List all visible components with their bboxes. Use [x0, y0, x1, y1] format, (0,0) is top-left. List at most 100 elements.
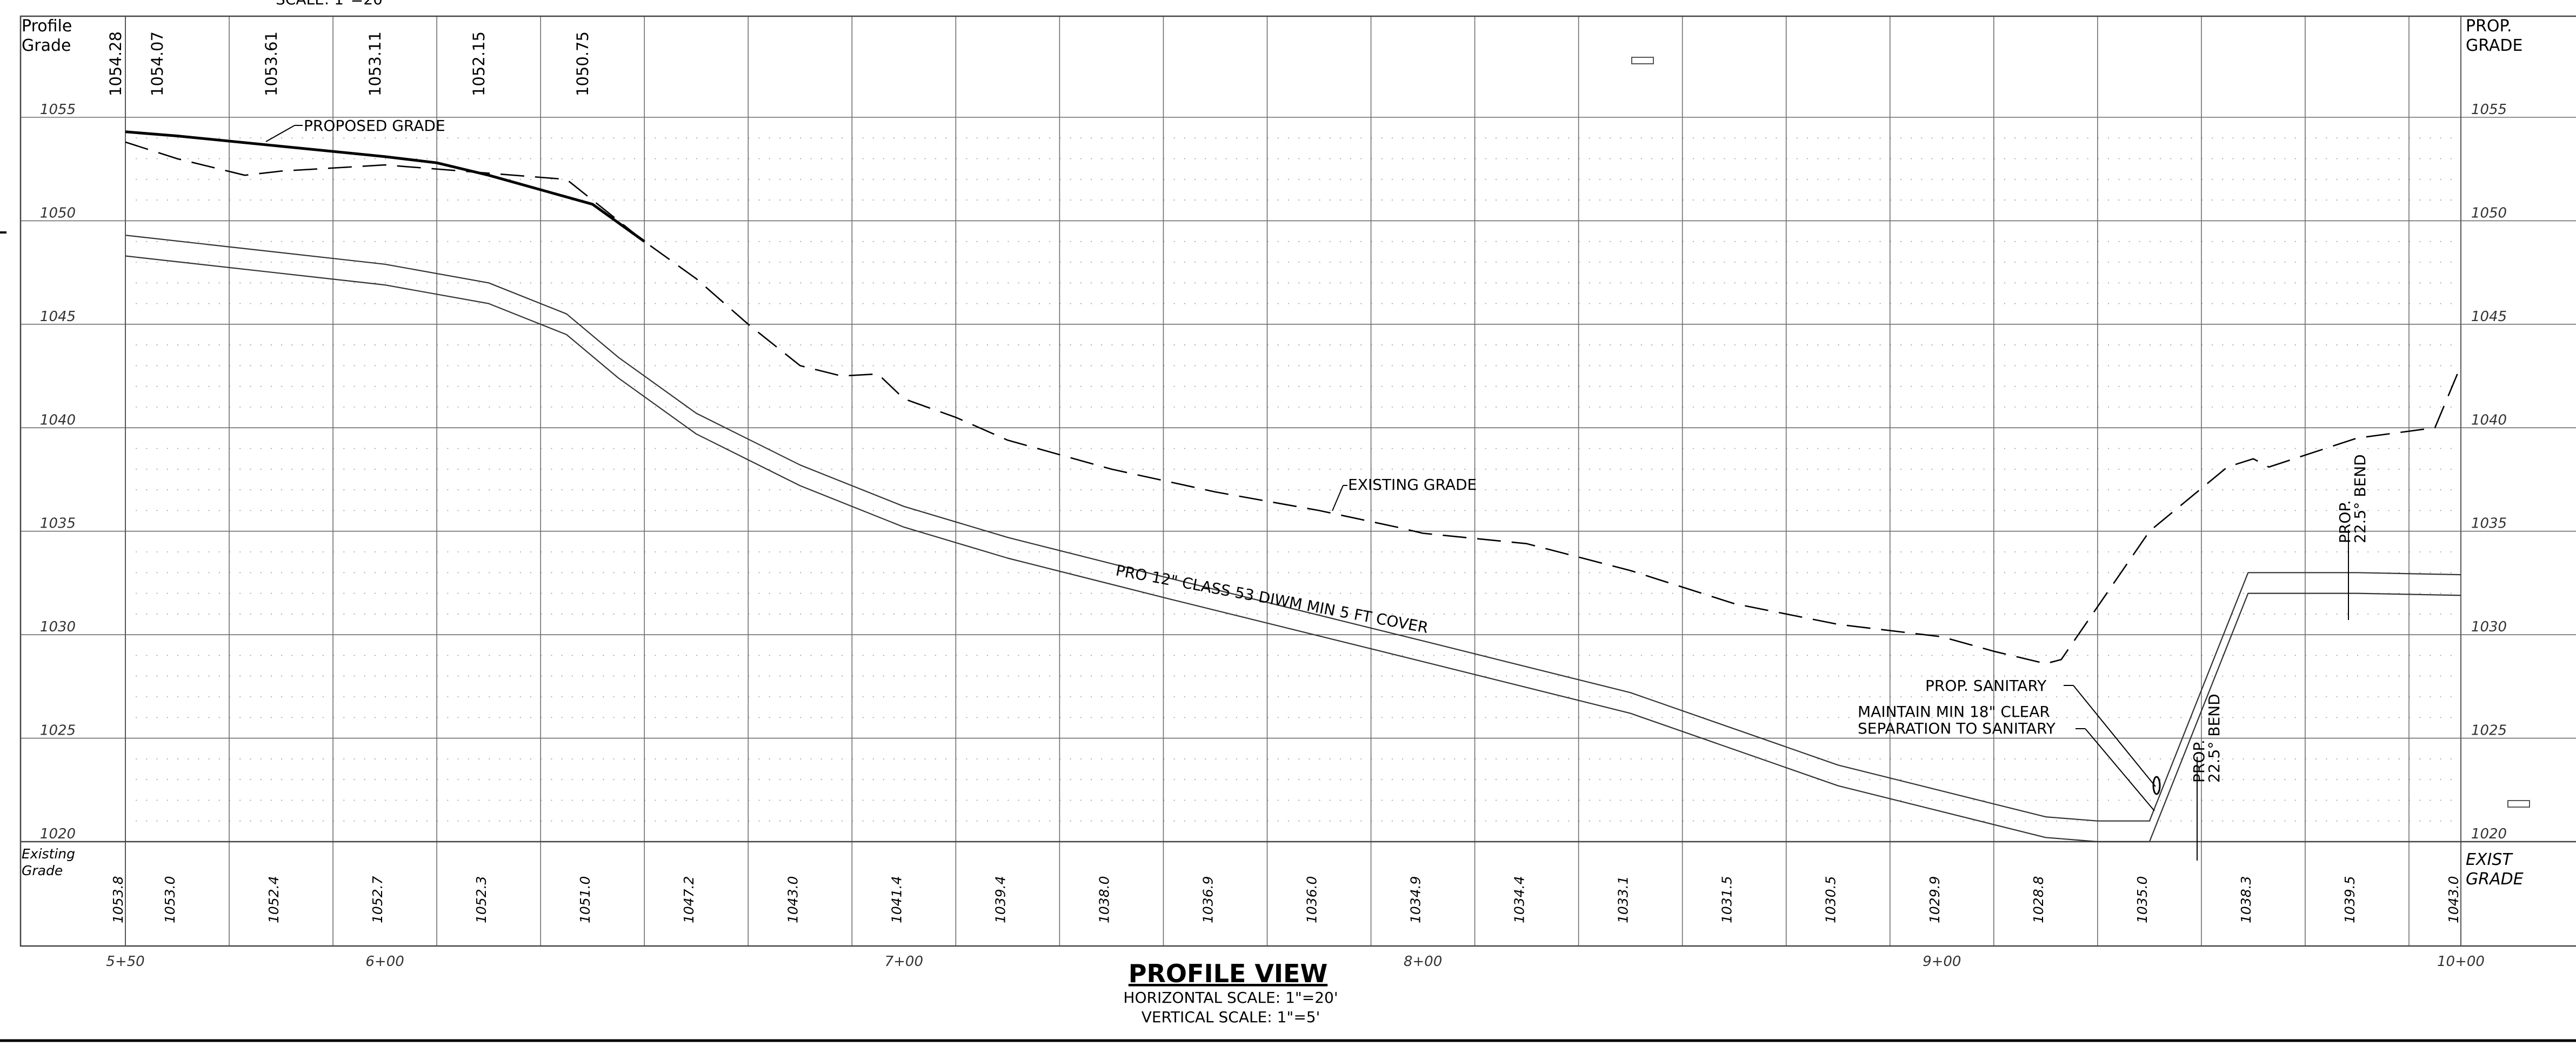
profile-frame	[19, 15, 2576, 947]
prop-sanitary-label: PROP. SANITARY	[1925, 677, 2047, 695]
profile-grade-value: 1050.75	[573, 31, 592, 96]
existing-grade-value: 1031.5	[1719, 876, 1735, 923]
existing-grade-value: 1039.4	[992, 876, 1008, 923]
existing-grade-value: 1053.8	[110, 876, 126, 923]
elevation-label-right: 1025	[2471, 723, 2507, 739]
existing-grade-value: 1038.0	[1096, 876, 1112, 923]
existing-grade-value: 1033.1	[1616, 876, 1631, 923]
elevation-label-right: 1040	[2471, 412, 2507, 428]
series-line-solid-heavy-0	[125, 130, 645, 243]
existing-grade-value: 1043.0	[2446, 876, 2461, 923]
profile-grade-value: 1052.15	[470, 31, 488, 96]
elevation-label-right: 1020	[2471, 826, 2507, 842]
bend-high-angle-label: 22.5° BEND	[2351, 454, 2369, 543]
elevation-label-right: 1055	[2471, 102, 2507, 118]
elevation-labels-left: 1055 1050 1045 1040 1035 1030 1025 1020	[40, 102, 76, 842]
existing-grade-value: 1039.5	[2342, 876, 2358, 923]
profile-view-title: PROFILE VIEW	[1129, 959, 1327, 988]
sanitary-callout: PROP. SANITARY MAINTAIN MIN 18" CLEAR SE…	[1858, 677, 2161, 811]
small-block-mark	[1631, 57, 1654, 64]
existing-grade-value: 1052.3	[473, 876, 489, 923]
elevation-label-left: 1050	[40, 205, 76, 221]
bend-high-prop-label: PROP.	[2336, 500, 2354, 543]
existing-grade-label: EXISTING GRADE	[1348, 476, 1477, 494]
station-label: 6+00	[365, 954, 404, 970]
elevation-label-left: 1040	[40, 412, 76, 428]
minor-dot-grid	[136, 137, 2452, 822]
exist-grade-header-line1: EXIST	[2466, 850, 2513, 869]
existing-grade-value: 1034.9	[1408, 876, 1424, 923]
series-line-dashed-1	[125, 141, 2462, 664]
existing-grade-value: 1047.2	[681, 876, 697, 923]
profile-grade-header-line2: Grade	[22, 36, 71, 55]
existing-grade-value: 1030.5	[1823, 876, 1839, 923]
sanitary-leader	[2073, 685, 2156, 787]
existing-grade-header-line1: Existing	[22, 846, 75, 862]
existing-grade-value: 1052.4	[266, 876, 282, 923]
station-label: 7+00	[885, 954, 923, 970]
existing-grade-value: 1036.0	[1304, 876, 1320, 923]
profile-grade-value: 1053.11	[366, 31, 384, 96]
existing-grade-value: 1034.4	[1512, 876, 1527, 923]
elevation-label-right: 1050	[2471, 205, 2507, 221]
profile-grade-value: 1054.07	[148, 31, 166, 96]
horizontal-scale-label: HORIZONTAL SCALE: 1"=20'	[1123, 989, 1338, 1007]
profile-series	[125, 130, 2462, 843]
prop-grade-header-line1: PROP.	[2466, 17, 2512, 36]
bend-callout-high: PROP. 22.5° BEND	[2336, 454, 2369, 620]
cropped-scale-label: SCALE: 1"=20'	[276, 0, 387, 8]
bend-callout-low: PROP. 22.5° BEND	[2190, 694, 2223, 861]
profile-grade-header-line1: Profile	[22, 17, 72, 36]
existing-grade-leader	[1332, 485, 1344, 511]
sanitary-pipe-section	[2152, 776, 2161, 795]
prop-grade-header-line2: GRADE	[2466, 36, 2522, 55]
existing-grade-value: 1028.8	[2031, 876, 2046, 923]
minor-dot-pattern	[136, 137, 2452, 822]
elevation-labels-right: 1055 1050 1045 1040 1035 1030 1025 1020	[2471, 102, 2507, 842]
existing-grade-value: 1051.0	[577, 876, 593, 923]
proposed-grade-label: PROPOSED GRADE	[304, 117, 445, 135]
bend-low-angle-label: 22.5° BEND	[2205, 694, 2223, 783]
vertical-scale-label: VERTICAL SCALE: 1"=5'	[1142, 1008, 1320, 1026]
elevation-label-right: 1035	[2471, 516, 2507, 532]
existing-grade-value: 1052.7	[370, 876, 385, 923]
series-line-thin-2	[125, 235, 2461, 822]
elevation-label-left: 1020	[40, 826, 76, 842]
station-label: 10+00	[2437, 954, 2485, 970]
existing-grade-value: 1036.9	[1200, 876, 1216, 923]
profile-grade-values: 1054.28 1054.07 1053.61 1053.11 1052.15 1050.…	[106, 31, 592, 96]
existing-grade-value: 1035.0	[2134, 876, 2150, 923]
profile-grade-value: 1054.28	[106, 31, 125, 96]
separation-leader	[2085, 728, 2155, 811]
separation-note-line1: MAINTAIN MIN 18" CLEAR	[1858, 703, 2050, 721]
small-block-mark-right	[2507, 800, 2530, 808]
station-label: 5+50	[106, 954, 144, 970]
separation-note-line2: SEPARATION TO SANITARY	[1858, 719, 2056, 737]
elevation-label-left: 1055	[40, 102, 76, 118]
series-line-thin-3	[125, 255, 2461, 843]
profile-grade-value: 1053.61	[262, 31, 281, 96]
existing-grade-callout: EXISTING GRADE	[1332, 476, 1477, 511]
existing-grade-value: 1053.0	[162, 876, 178, 923]
exist-grade-header-line2: GRADE	[2466, 870, 2524, 889]
station-label: 8+00	[1404, 954, 1442, 970]
existing-grade-value: 1038.3	[2238, 876, 2254, 923]
major-grid	[21, 16, 2576, 946]
bend-low-prop-label: PROP.	[2190, 739, 2208, 783]
elevation-label-right: 1045	[2471, 309, 2507, 325]
elevation-label-left: 1045	[40, 309, 76, 325]
elevation-label-left: 1025	[40, 723, 76, 739]
elevation-label-left: 1030	[40, 619, 76, 635]
existing-grade-value: 1041.4	[889, 876, 904, 923]
existing-grade-value: 1043.0	[785, 876, 800, 923]
proposed-grade-leader	[265, 125, 295, 142]
station-label: 9+00	[1923, 954, 1961, 970]
existing-grade-header-line2: Grade	[22, 863, 63, 878]
station-labels: 5+50 6+00 7+00 8+00 9+00 10+00	[106, 954, 2485, 970]
elevation-label-right: 1030	[2471, 619, 2507, 635]
existing-grade-values: 1053.8 1053.0 1052.4 1052.7 1052.3 1051.0 1047…	[110, 876, 2461, 923]
existing-grade-value: 1029.9	[1927, 876, 1943, 923]
proposed-grade-callout: PROPOSED GRADE	[265, 117, 445, 142]
